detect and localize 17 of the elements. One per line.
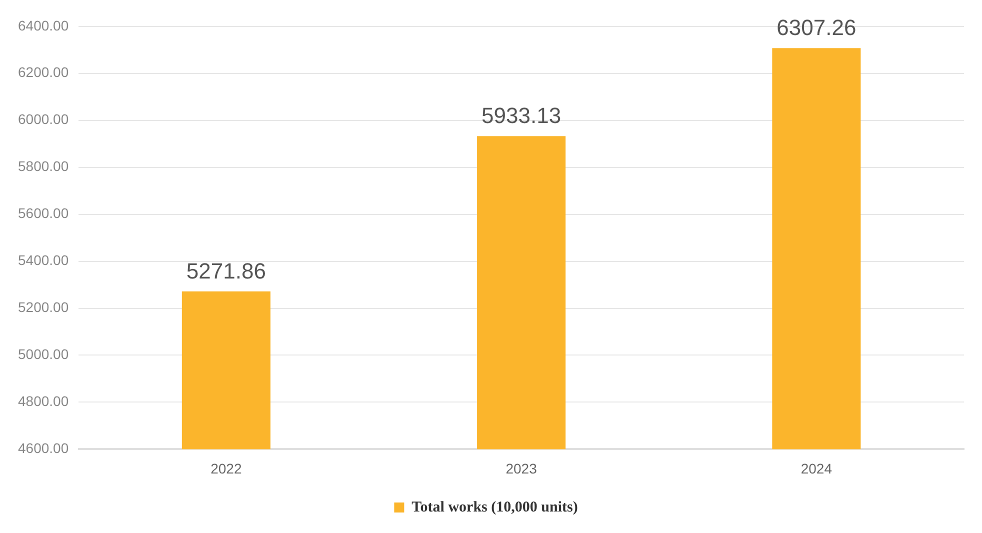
data-label: 5271.86 (186, 258, 266, 284)
x-tick-label: 2022 (210, 460, 242, 476)
data-label: 5933.13 (482, 103, 562, 128)
x-tick-label: 2024 (800, 460, 832, 476)
y-tick-label: 5200.00 (18, 299, 69, 316)
legend-label: Total works (10,000 units) (412, 499, 578, 516)
data-label: 6307.26 (776, 15, 856, 40)
y-tick-label: 5400.00 (18, 252, 69, 268)
y-tick-label: 5000.00 (18, 346, 69, 362)
y-tick-label: 6200.00 (18, 64, 69, 80)
y-tick-label: 4600.00 (18, 440, 69, 456)
x-tick-label: 2023 (506, 460, 538, 476)
y-tick-label: 4800.00 (18, 393, 69, 410)
y-tick-label: 6400.00 (18, 17, 69, 34)
y-tick-label: 6000.00 (18, 111, 69, 128)
y-tick-label: 5800.00 (18, 158, 69, 174)
y-tick-label: 5600.00 (18, 205, 69, 222)
